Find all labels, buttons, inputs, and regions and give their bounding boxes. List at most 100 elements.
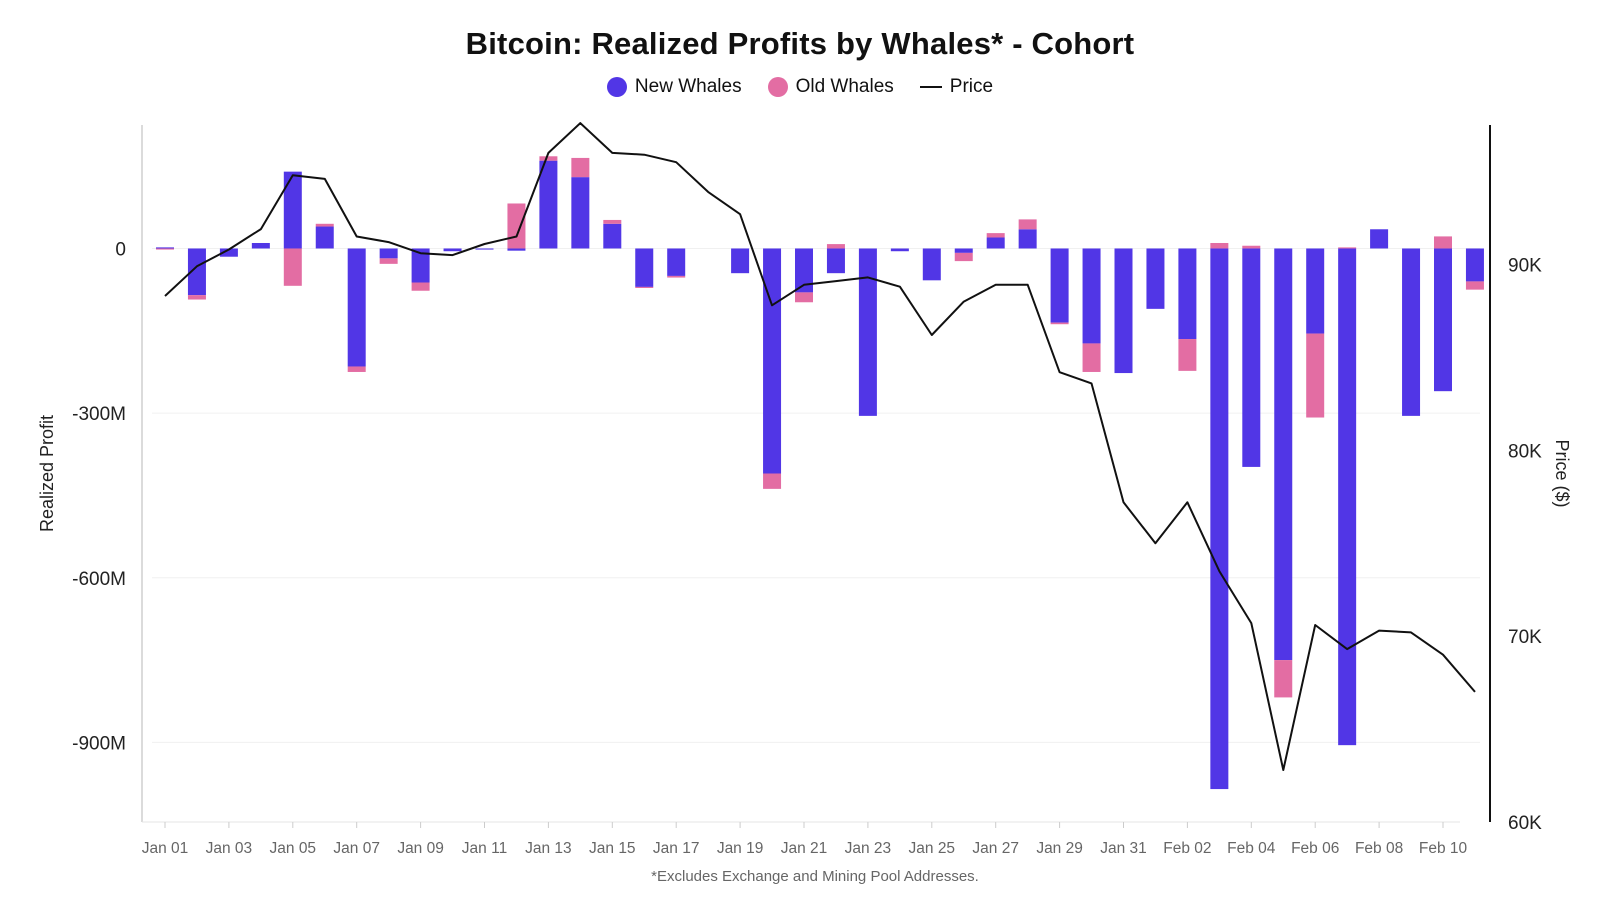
legend-item-price[interactable]: Price [919,76,994,98]
x-tick-label: Jan 15 [589,840,636,857]
bar-new-whales[interactable] [507,248,526,251]
bar-new-whales[interactable] [763,248,782,474]
bar-new-whales[interactable] [890,248,909,252]
bar-old-whales[interactable] [539,156,558,161]
legend-item-new-whales[interactable]: New Whales [606,76,742,98]
bar-new-whales[interactable] [826,248,845,274]
bar-new-whales[interactable] [187,248,206,296]
x-tick-label: Feb 02 [1163,840,1211,857]
bar-old-whales[interactable] [667,275,686,278]
bar-new-whales[interactable] [1082,248,1101,344]
bar-new-whales[interactable] [539,160,558,249]
bar-new-whales[interactable] [1465,248,1484,282]
bar-new-whales[interactable] [603,223,622,249]
bar-new-whales[interactable] [1402,248,1421,416]
y-left-tick-label: 0 [115,239,126,260]
bar-old-whales[interactable] [1242,245,1261,249]
bar-new-whales[interactable] [1434,248,1452,392]
bar-new-whales[interactable] [283,171,302,249]
bar-old-whales[interactable] [156,248,174,250]
legend-item-old-whales[interactable]: Old Whales [767,76,894,98]
bar-new-whales[interactable] [1178,248,1197,340]
bar-new-whales[interactable] [1114,248,1133,374]
bar-old-whales[interactable] [1178,339,1197,371]
bar-new-whales[interactable] [315,226,334,249]
bar-new-whales[interactable] [1242,248,1261,467]
bar-new-whales[interactable] [219,248,238,257]
bar-new-whales[interactable] [475,248,494,250]
bar-new-whales[interactable] [156,247,174,249]
bar-new-whales[interactable] [986,237,1005,249]
bar-old-whales[interactable] [347,366,366,372]
bar-old-whales[interactable] [187,295,206,300]
x-tick-label: Feb 10 [1419,840,1468,857]
bar-old-whales[interactable] [795,292,813,303]
bar-old-whales[interactable] [635,286,654,288]
bar-old-whales[interactable] [283,248,302,286]
bar-old-whales[interactable] [763,473,782,489]
legend-label-price: Price [949,76,994,97]
bar-old-whales[interactable] [826,244,845,249]
x-tick-label: Feb 04 [1227,840,1276,857]
bar-old-whales[interactable] [1338,247,1357,249]
bar-old-whales[interactable] [1050,322,1069,325]
bar-new-whales[interactable] [1274,248,1293,661]
bar-old-whales[interactable] [1082,343,1101,372]
legend-swatch-new-whales [606,77,627,97]
bar-old-whales[interactable] [1434,236,1452,249]
y-right-tick-label: 90K [1508,255,1542,276]
bar-new-whales[interactable] [1306,248,1325,334]
bar-old-whales[interactable] [1465,281,1484,290]
bar-new-whales[interactable] [858,248,877,416]
bar-new-whales[interactable] [411,248,430,283]
price-line[interactable] [164,122,1476,771]
footnote: *Excludes Exchange and Mining Pool Addre… [651,868,979,885]
bar-old-whales[interactable] [603,219,622,224]
legend: New Whales Old Whales Price [0,76,1600,98]
x-tick-label: Jan 05 [270,840,317,857]
bar-new-whales[interactable] [667,248,686,276]
bar-old-whales[interactable] [986,233,1005,238]
chart-title: Bitcoin: Realized Profits by Whales* - C… [465,26,1135,61]
bar-new-whales[interactable] [954,248,973,253]
x-tick-label: Jan 07 [333,840,380,857]
bar-new-whales[interactable] [635,248,654,287]
bar-old-whales[interactable] [507,203,526,249]
bar-new-whales[interactable] [443,248,462,252]
x-tick-label: Jan 31 [1100,840,1147,857]
bar-new-whales[interactable] [731,248,750,274]
x-tick-label: Jan 11 [462,840,507,857]
bar-new-whales[interactable] [795,248,813,293]
x-tick-label: Feb 08 [1355,840,1403,857]
x-tick-label: Jan 27 [972,840,1019,857]
bar-new-whales[interactable] [1370,229,1389,249]
y-left-axis-title: Realized Profit [37,415,57,532]
bar-old-whales[interactable] [1306,333,1325,418]
bar-new-whales[interactable] [922,248,941,281]
y-right-axis-title: Price ($) [1552,439,1572,507]
bar-new-whales[interactable] [379,248,398,259]
bar-old-whales[interactable] [1210,242,1229,249]
y-left-tick-label: -600M [72,569,126,590]
x-tick-label: Jan 09 [397,840,444,857]
x-tick-label: Jan 13 [525,840,572,857]
bar-new-whales[interactable] [1338,248,1357,746]
bar-new-whales[interactable] [571,177,590,249]
bar-old-whales[interactable] [1274,660,1293,698]
legend-swatch-price [919,86,942,88]
bar-new-whales[interactable] [1018,229,1037,249]
legend-label-old-whales: Old Whales [795,76,894,97]
bar-old-whales[interactable] [379,258,398,264]
bar-new-whales[interactable] [1146,248,1165,309]
bar-new-whales[interactable] [347,248,366,367]
bar-new-whales[interactable] [1210,248,1229,790]
bar-new-whales[interactable] [1050,248,1069,323]
bar-new-whales[interactable] [251,242,270,249]
bar-old-whales[interactable] [411,282,430,291]
bar-old-whales[interactable] [1018,219,1037,230]
bar-old-whales[interactable] [315,223,334,227]
bar-old-whales[interactable] [954,252,973,262]
bar-old-whales[interactable] [571,157,590,178]
x-tick-label: Jan 19 [717,840,764,857]
